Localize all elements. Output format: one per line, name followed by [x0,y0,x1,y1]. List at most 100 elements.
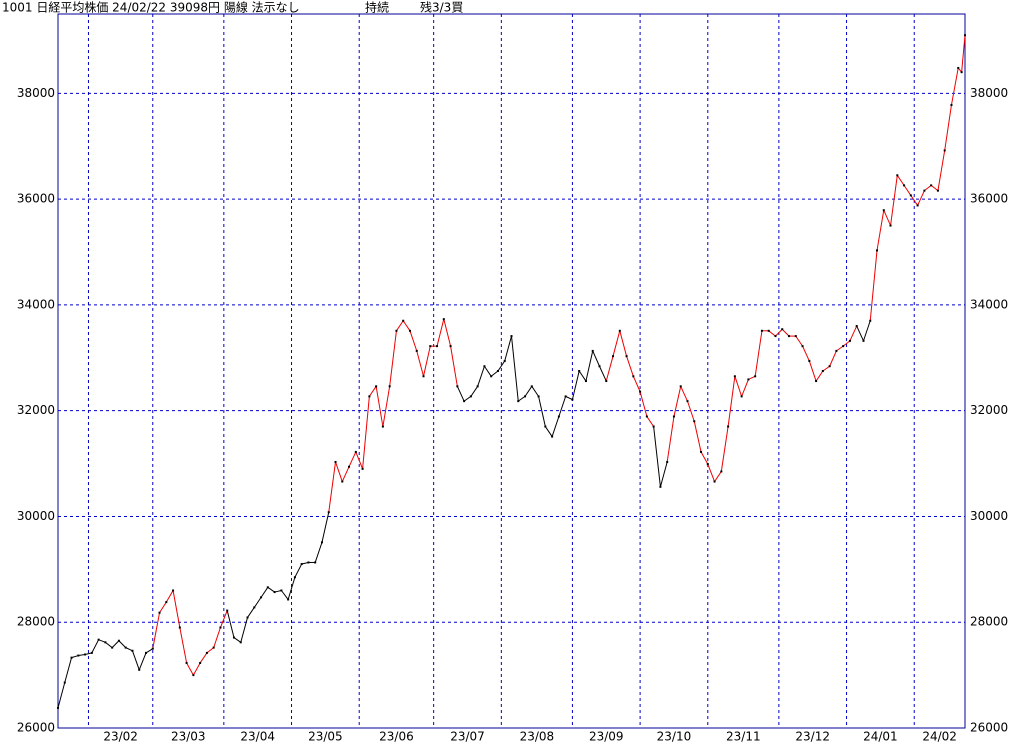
line-segment [199,652,208,664]
line-segment [253,597,262,608]
line-segment [131,650,140,670]
line-segment [490,370,499,377]
point-marker [720,470,723,473]
point-marker [266,586,269,589]
point-marker [442,318,445,321]
line-segment [294,563,303,578]
point-marker [483,365,486,368]
line-segment [910,195,919,206]
point-marker [537,395,540,398]
point-marker [70,656,73,659]
point-marker [348,465,351,468]
point-marker [923,189,926,192]
y2-tick-label: 26000 [970,721,1008,735]
line-segment [930,184,939,192]
line-segment [924,184,932,192]
point-marker [612,355,615,358]
y-tick-label: 38000 [17,86,55,100]
y-tick-label: 34000 [17,297,55,311]
line-segment [822,365,830,372]
point-marker [185,661,188,664]
line-segment [768,330,776,337]
point-marker [679,385,682,388]
point-marker [226,609,229,612]
point-marker [788,335,791,338]
point-marker [469,395,472,398]
point-marker [835,349,838,352]
line-segment [213,627,221,648]
x-tick-label: 23/05 [308,730,343,744]
point-marker [361,467,364,470]
line-segment [585,350,594,382]
point-marker [57,706,59,709]
y2-tick-label: 32000 [970,403,1008,417]
line-segment [165,590,174,603]
point-marker [632,375,635,378]
point-marker [686,400,689,403]
point-marker [781,328,784,331]
point-marker [307,561,310,564]
point-marker [77,654,80,657]
point-marker [422,375,425,378]
point-marker [490,375,493,378]
point-marker [381,425,384,428]
y2-tick-label: 38000 [970,86,1008,100]
point-marker [354,450,357,453]
point-marker [503,359,506,362]
point-marker [882,209,885,212]
line-segment [781,328,790,337]
line-segment [301,561,309,565]
point-marker [449,345,452,348]
line-segment [612,330,621,357]
line-segment [396,320,404,332]
point-marker [429,345,432,348]
point-marker [246,616,249,619]
line-segment [416,350,424,377]
line-segment [287,577,296,600]
line-segment [666,416,675,463]
y-tick-label: 30000 [17,509,55,523]
line-segment [423,346,431,377]
x-tick-label: 23/10 [657,730,692,744]
x-tick-label: 23/07 [450,730,485,744]
line-segment [355,451,364,470]
line-segment [389,330,397,387]
line-segment [829,350,837,367]
point-marker [774,335,777,338]
line-segment [551,416,560,437]
line-segment [409,330,418,352]
point-marker [273,591,276,594]
point-marker [821,370,824,372]
line-segment [274,590,282,593]
point-marker [815,380,818,383]
line-segment [950,67,959,106]
line-segment [619,330,628,357]
line-segment [375,386,384,427]
line-segment [653,426,661,487]
line-segment [808,360,817,382]
point-marker [415,349,418,352]
line-segment [720,426,729,472]
line-segment [599,366,607,382]
point-marker [760,329,763,332]
point-marker [862,339,865,342]
status: 持続 [365,0,389,15]
point-marker [727,425,730,428]
line-segment [693,421,702,453]
point-marker [280,589,283,592]
line-segment [741,379,749,397]
x-tick-label: 24/01 [863,730,898,744]
x-tick-label: 23/02 [103,730,138,744]
x-tick-label: 23/11 [726,730,761,744]
line-segment [78,653,86,657]
line-segment [247,607,255,618]
point-marker [767,329,770,332]
line-segment [206,647,214,654]
line-segment [802,345,810,362]
line-segment [179,627,188,664]
line-segment [961,35,966,73]
line-segment [754,330,763,377]
line-segment [362,396,370,469]
point-marker [212,646,215,649]
x-tick-label: 24/02 [922,730,957,744]
